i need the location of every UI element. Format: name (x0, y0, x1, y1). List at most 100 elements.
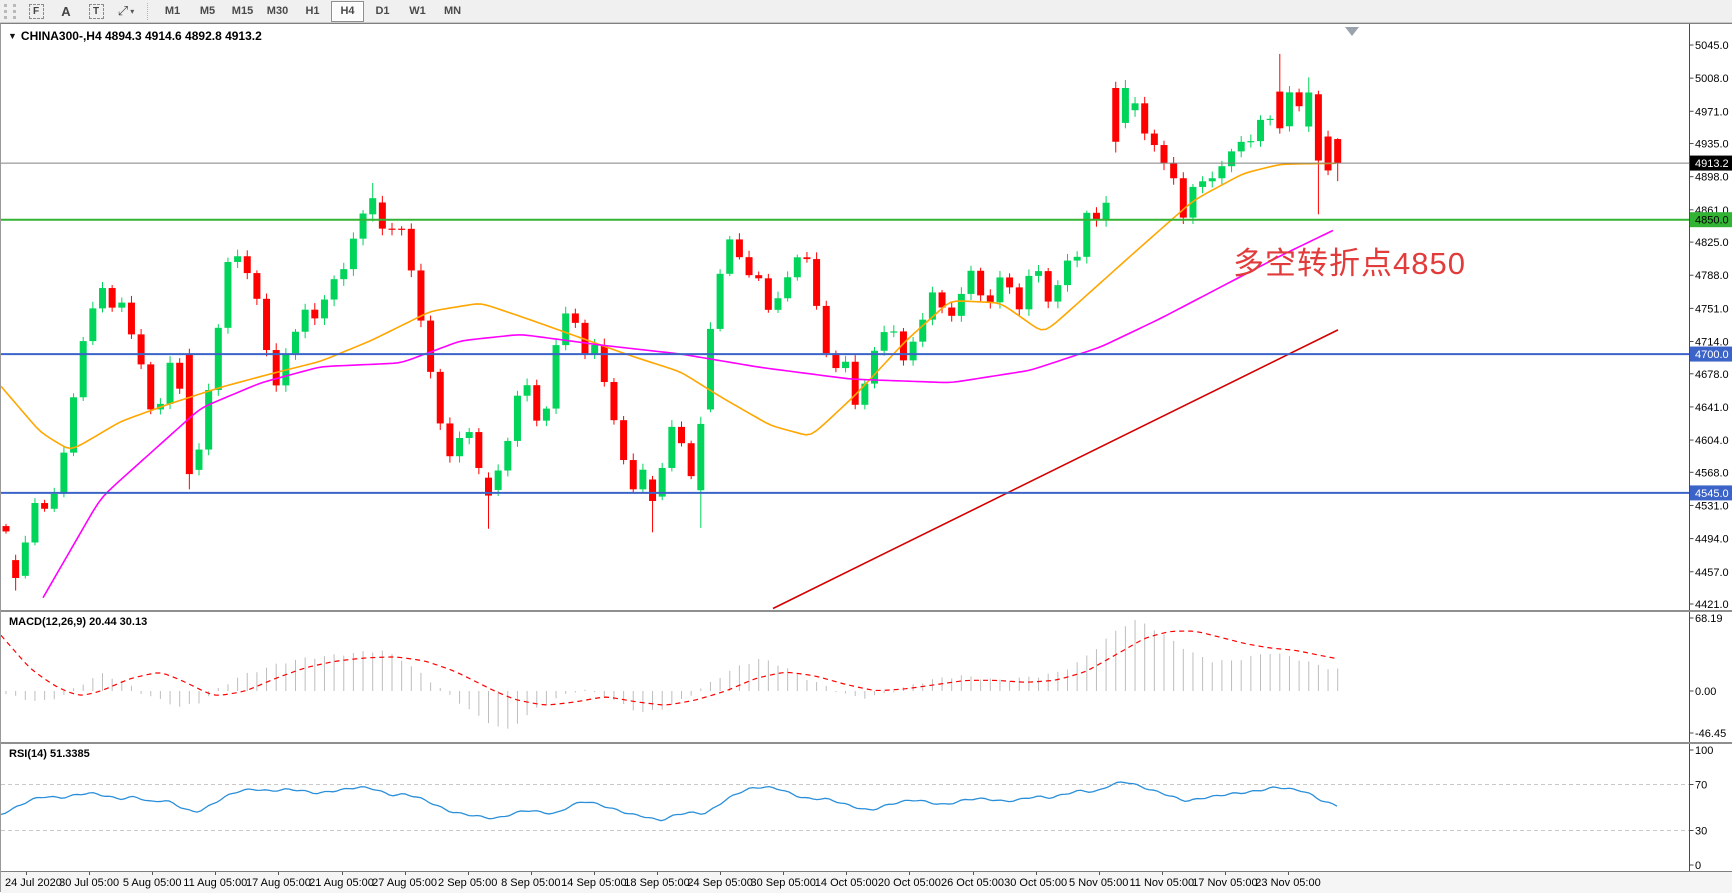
price-axis[interactable]: 5045.05008.04971.04935.04898.04861.04825… (1689, 24, 1729, 610)
time-tick-label: 11 Nov 05:00 (1129, 877, 1195, 889)
macd-tick-label: 68.19 (1695, 613, 1723, 625)
text-label-icon: T (88, 3, 104, 19)
rsi-tick-label: 70 (1695, 780, 1707, 792)
rsi-line (1, 781, 1338, 822)
time-axis[interactable]: 24 Jul 2020 30 Jul 05:00 5 Aug 05:00 11 Aug… (1, 871, 1732, 893)
time-tick-mark (1161, 872, 1163, 875)
price-tick-label: 4421.0 (1695, 599, 1729, 610)
time-tick-mark (26, 872, 27, 875)
time-tick-mark (846, 872, 848, 875)
time-tick-label: 30 Sep 05:00 (750, 877, 816, 889)
ohlc-values: 4894.3 4914.6 4892.8 4913.2 (104, 29, 262, 43)
macd-pane[interactable]: 68.19 0.00 -46.45 MACD(12,26,9) 20.44 30.1… (1, 612, 1732, 742)
macd-signal-line (1, 630, 1337, 706)
time-tick-mark (657, 872, 658, 875)
timeframe-button-w1[interactable]: W1 (409, 5, 426, 17)
price-tick-label: 4531.0 (1695, 500, 1729, 512)
timeframe-button-h1[interactable]: H1 (305, 5, 320, 17)
macd-tick-label: -46.45 (1695, 728, 1726, 740)
time-tick-mark (972, 872, 974, 875)
rsi-pane[interactable]: 100 70 30 0 RSI(14) 51.3385 (1, 744, 1732, 871)
template-tool-button[interactable]: F (21, 1, 51, 22)
time-tick-mark (215, 872, 217, 875)
ma-slow-line (42, 229, 1334, 599)
time-tick-label: 21 Aug 05:00 (309, 877, 374, 889)
time-tick-mark (720, 872, 722, 875)
timeframe-button-m5[interactable]: M5 (199, 5, 216, 17)
rsi-axis[interactable]: 100 70 30 0 (1689, 744, 1714, 871)
price-tick-label: 5008.0 (1695, 73, 1729, 85)
time-tick-label: 8 Sep 05:00 (501, 877, 561, 889)
text-label-tool-button[interactable]: T (81, 1, 111, 22)
font-tool-button[interactable]: A (51, 1, 81, 22)
time-tick-label: 11 Aug 05:00 (183, 877, 248, 889)
timeframe-button-m30[interactable]: M30 (266, 5, 289, 17)
level-lines[interactable]: 4913.2 4850.0 4700.0 4545.0 (1, 155, 1732, 501)
time-tick-label: 23 Nov 05:00 (1255, 877, 1321, 889)
rsi-tick-label: 100 (1695, 745, 1713, 757)
timeframe-button-h4[interactable]: H4 (331, 0, 364, 22)
template-icon: F (28, 3, 44, 19)
rsi-label: RSI(14) 51.3385 (9, 748, 90, 760)
time-tick-label: 5 Nov 05:00 (1069, 877, 1129, 889)
symbol-period-label: CHINA300-,H4 (20, 29, 102, 43)
objects-tool-button[interactable]: ⤢ ▾ (111, 1, 141, 22)
macd-canvas: 68.19 0.00 -46.45 (1, 612, 1727, 742)
price-tick-label: 4788.0 (1695, 270, 1729, 282)
time-tick-label: 17 Aug 05:00 (245, 877, 311, 889)
chart-dropdown-icon[interactable]: ▼ (8, 31, 17, 41)
time-tick-mark (404, 872, 406, 875)
pane-separator[interactable] (1, 610, 1732, 612)
price-tick-label: 4971.0 (1695, 106, 1729, 118)
price-tick-label: 5045.0 (1695, 40, 1729, 52)
time-tick-label: 18 Sep 05:00 (624, 877, 690, 889)
time-tick-label: 2 Sep 05:00 (438, 877, 498, 889)
rsi-canvas: 100 70 30 0 (1, 744, 1714, 871)
time-tick-mark (1035, 872, 1037, 875)
time-tick-label: 24 Jul 2020 (5, 877, 62, 889)
time-tick-mark (1098, 872, 1100, 875)
time-tick-label: 20 Oct 05:00 (877, 877, 941, 889)
price-chart-canvas: 5045.05008.04971.04935.04898.04861.04825… (1, 24, 1732, 610)
time-tick-mark (593, 872, 595, 875)
chart-window: 5045.0 5008.0 4971.0 4935.0 4898.0 4861.0 4825… (0, 23, 1732, 893)
trendline[interactable] (772, 329, 1339, 610)
time-tick-mark (467, 872, 469, 875)
timeframe-button-m15[interactable]: M15 (231, 5, 254, 17)
timeframe-button-group: M1 M5 M15 M30 H1 H4 D1 W1 MN (155, 0, 470, 22)
chart-title: ▼ CHINA300-,H4 4894.3 4914.6 4892.8 4913.… (8, 29, 262, 43)
price-level-badge: 4700.0 (1695, 349, 1729, 361)
timeframe-button-mn[interactable]: MN (443, 5, 462, 17)
time-tick-label: 26 Oct 05:00 (941, 877, 1004, 889)
time-tick-label: 14 Oct 05:00 (814, 877, 878, 889)
time-tick-mark (530, 872, 532, 875)
annotation-text[interactable]: 多空转折点4850 (1233, 246, 1466, 281)
price-tick-label: 4641.0 (1695, 402, 1729, 414)
macd-tick-label: 0.00 (1695, 686, 1716, 698)
chart-shift-marker-icon[interactable] (1345, 27, 1359, 36)
price-tick-label: 4568.0 (1695, 467, 1729, 479)
price-tick-label: 4678.0 (1695, 369, 1729, 381)
time-tick-label: 14 Sep 05:00 (561, 877, 627, 889)
price-tick-label: 4604.0 (1695, 435, 1729, 447)
price-tick-label: 4898.0 (1695, 172, 1729, 184)
diagonal-arrows-icon: ⤢ (117, 3, 129, 18)
toolbar-drag-handle[interactable] (4, 3, 16, 19)
toolbar: F A T ⤢ ▾ M1 M5 M15 M30 H1 H4 D1 W1 MN (0, 0, 1732, 23)
timeframe-button-d1[interactable]: D1 (375, 5, 390, 17)
time-tick-label: 30 Oct 05:00 (1004, 877, 1068, 889)
chevron-down-icon: ▾ (130, 6, 135, 16)
time-tick-mark (278, 872, 280, 875)
timeframe-button-m1[interactable]: M1 (164, 5, 181, 17)
main-chart-pane[interactable]: 5045.0 5008.0 4971.0 4935.0 4898.0 4861.0 4825… (1, 24, 1732, 610)
time-tick-mark (1288, 872, 1289, 875)
pane-separator[interactable] (1, 742, 1732, 744)
time-tick-mark (909, 872, 911, 875)
time-tick-mark (783, 872, 785, 875)
time-tick-label: 5 Aug 05:00 (122, 877, 182, 889)
macd-axis[interactable]: 68.19 0.00 -46.45 (1689, 612, 1727, 742)
price-tick-label: 4457.0 (1695, 567, 1729, 579)
toolbar-separator (147, 2, 149, 20)
time-tick-mark (152, 872, 154, 875)
